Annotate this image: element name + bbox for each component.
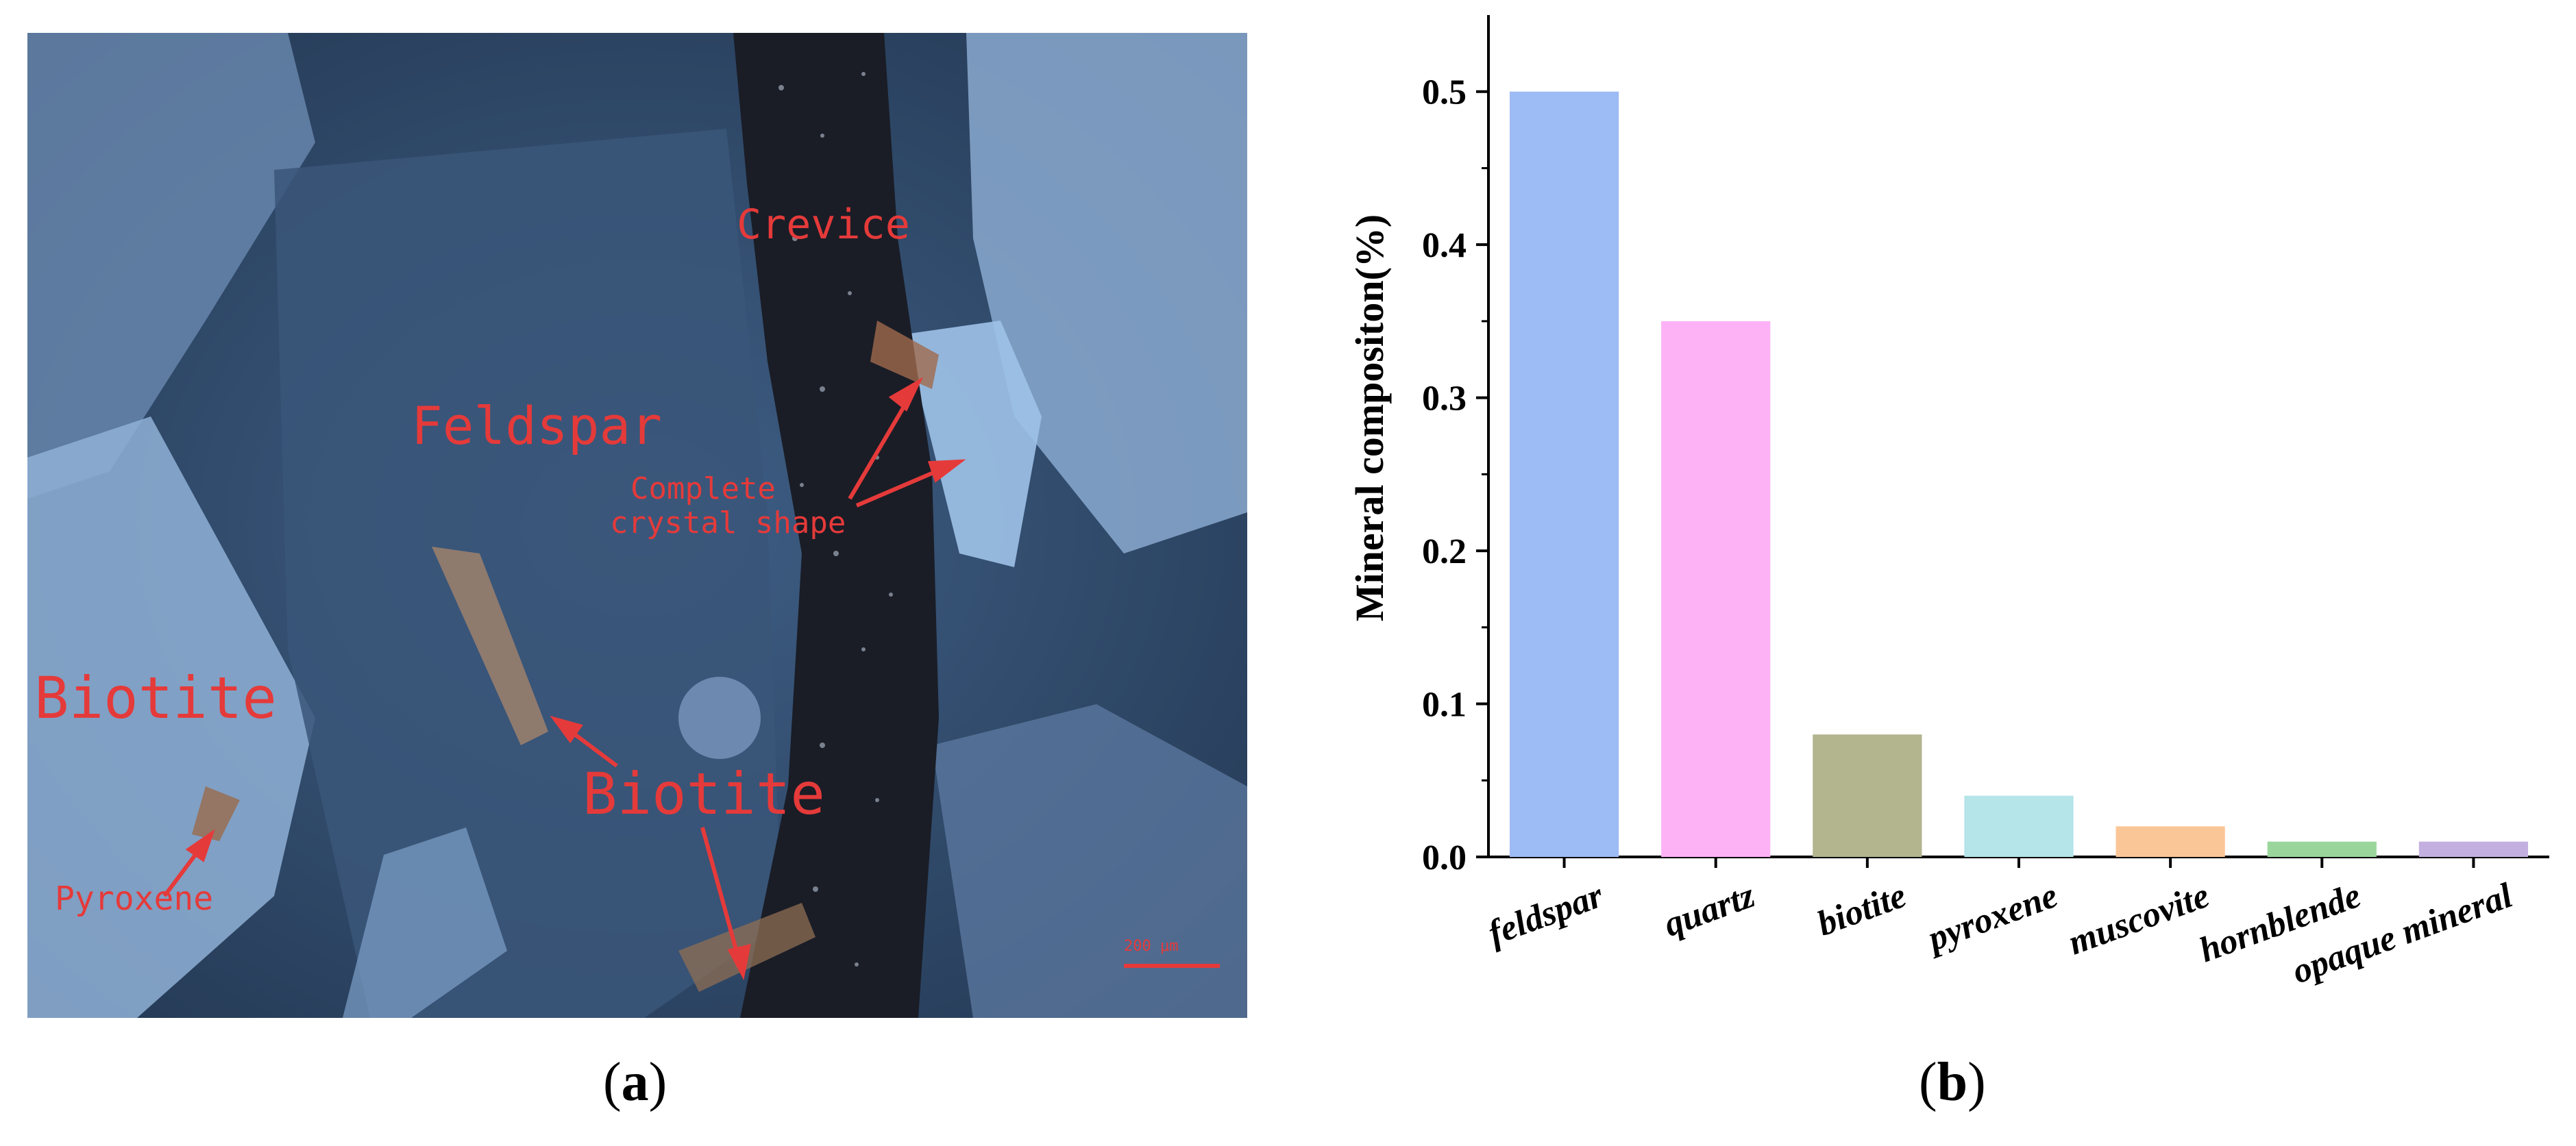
y-tick-label: 0.0 xyxy=(1422,838,1467,877)
panel-label-b: (b) xyxy=(1919,1052,1986,1112)
micrograph-image: Crevice Feldspar Complete crystal shape … xyxy=(27,33,1247,1018)
panel-label-a: (a) xyxy=(603,1052,667,1112)
y-axis-label: Mineral compositon(%) xyxy=(1347,214,1392,621)
y-tick-label: 0.4 xyxy=(1422,226,1467,265)
x-tick-label: feldspar xyxy=(1483,875,1608,953)
bar-feldspar xyxy=(1509,91,1619,857)
y-tick-label: 0.3 xyxy=(1422,379,1467,419)
x-tick-label: pyroxene xyxy=(1920,876,2063,960)
chart-bars xyxy=(1509,91,2529,858)
biotite-center-annotation: Biotite xyxy=(582,760,825,827)
complete-crystal-line2: crystal shape xyxy=(610,506,846,540)
pyroxene-annotation: Pyroxene xyxy=(55,880,213,918)
bar-opaque-mineral xyxy=(2418,841,2529,857)
bar-quartz xyxy=(1661,321,1771,858)
bar-muscovite xyxy=(2115,826,2225,857)
mineral-composition-chart: 0.0 0.1 0.2 0.3 0.4 0.5 feldspar quartz biotite… xyxy=(1347,15,2549,991)
x-tick-labels: feldspar quartz biotite pyroxene muscoviteho… xyxy=(1483,875,2518,991)
y-tick-labels: 0.0 0.1 0.2 0.3 0.4 0.5 xyxy=(1422,73,1467,877)
y-tick-label: 0.5 xyxy=(1422,73,1467,112)
chart-axes xyxy=(1476,15,2549,868)
x-tick-label: quartz xyxy=(1659,875,1761,944)
bar-hornblende xyxy=(2267,841,2377,857)
x-tick-label: muscovite xyxy=(2063,876,2214,963)
x-tick-label: biotite xyxy=(1813,876,1911,944)
y-tick-label: 0.1 xyxy=(1422,686,1467,725)
bar-pyroxene xyxy=(1964,795,2074,857)
biotite-left-annotation: Biotite xyxy=(34,664,277,732)
scale-bar-label: 200 μm xyxy=(1124,938,1178,955)
feldspar-annotation: Feldspar xyxy=(411,395,662,456)
bar-biotite xyxy=(1813,734,1922,857)
y-tick-label: 0.2 xyxy=(1422,532,1467,571)
complete-crystal-line1: Complete xyxy=(630,471,776,506)
crevice-annotation: Crevice xyxy=(737,201,910,249)
